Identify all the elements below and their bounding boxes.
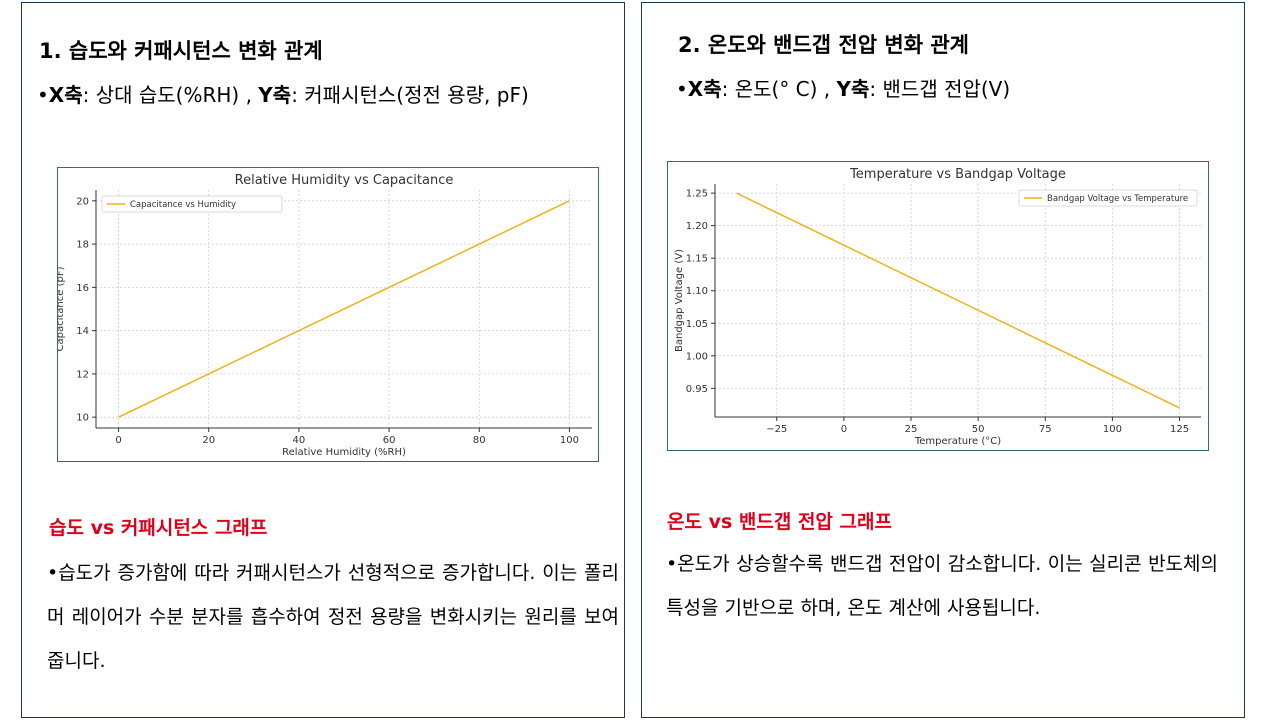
y-tick-label: 14 xyxy=(76,326,89,337)
humidity-capacitance-chart: 0 20 40 60 80 100 10 12 14 16 18 20 Relative Humidit… xyxy=(58,173,592,458)
y-tick-label: 18 xyxy=(76,240,89,251)
x-tick-label: 60 xyxy=(383,435,396,446)
x-tick-label: 100 xyxy=(560,435,579,446)
x-tick-label: 40 xyxy=(293,435,306,446)
chart-container: −25 0 25 50 75 100 125 0.95 1.00 1.05 1.10 1.15 1.20… xyxy=(667,161,1209,451)
legend-label: Bandgap Voltage vs Temperature xyxy=(1047,194,1188,204)
description: •습도가 증가함에 따라 커패시턴스가 선형적으로 증가합니다. 이는 폴리머 … xyxy=(47,562,619,672)
x-tick-label: −25 xyxy=(766,424,787,435)
temperature-bandgap-chart: −25 0 25 50 75 100 125 0.95 1.00 1.05 1.10 1.15 1.20… xyxy=(674,167,1201,447)
y-tick-label: 10 xyxy=(76,413,89,424)
bullet: • xyxy=(676,77,688,101)
graph-title: 온도 vs 밴드갭 전압 그래프 xyxy=(667,511,892,533)
chart-title: Temperature vs Bandgap Voltage xyxy=(849,167,1066,182)
x-tick-label: 125 xyxy=(1170,424,1189,435)
axis-description: •X축: 상대 습도(%RH) , Y축: 커패시턴스(정전 용량, pF) xyxy=(37,79,529,108)
y-tick-label: 12 xyxy=(76,369,89,380)
y-tick-label: 16 xyxy=(76,283,89,294)
x-axis-label: Relative Humidity (%RH) xyxy=(282,447,406,458)
x-tick-label: 75 xyxy=(1039,424,1052,435)
panel-temperature-bandgap: 2. 온도와 밴드갭 전압 변화 관계 •X축: 온도(° C) , Y축: 밴… xyxy=(641,2,1245,718)
axis-description: •X축: 온도(° C) , Y축: 밴드갭 전압(V) xyxy=(676,73,1010,102)
x-axis-desc: : 상대 습도(%RH) , xyxy=(82,83,259,107)
x-tick-label: 0 xyxy=(841,424,847,435)
x-axis-label: Temperature (°C) xyxy=(914,436,1001,447)
legend-label: Capacitance vs Humidity xyxy=(130,200,236,210)
legend-box xyxy=(1018,189,1198,207)
x-axis-key: X축 xyxy=(48,83,83,107)
y-tick-label: 0.95 xyxy=(686,384,708,395)
x-axis-desc: : 온도(° C) , xyxy=(721,77,837,101)
panel-heading: 2. 온도와 밴드갭 전압 변화 관계 xyxy=(678,33,969,57)
panel-heading: 1. 습도와 커패시턴스 변화 관계 xyxy=(39,39,323,63)
y-tick-label: 1.15 xyxy=(686,254,708,265)
graph-title: 습도 vs 커패시턴스 그래프 xyxy=(49,517,268,539)
y-axis-label: Bandgap Voltage (V) xyxy=(674,249,685,352)
y-tick-label: 1.00 xyxy=(686,351,708,362)
bullet: • xyxy=(37,83,49,107)
x-tick-label: 25 xyxy=(905,424,918,435)
y-axis-desc: : 밴드갭 전압(V) xyxy=(869,77,1011,101)
y-tick-label: 1.20 xyxy=(686,221,708,232)
x-tick-label: 100 xyxy=(1103,424,1122,435)
legend-box xyxy=(101,195,283,213)
y-axis-label: Capacitance (pF) xyxy=(58,266,66,351)
series-line xyxy=(736,192,1180,409)
y-tick-label: 1.10 xyxy=(686,286,708,297)
x-tick-label: 0 xyxy=(115,435,121,446)
x-tick-label: 50 xyxy=(972,424,985,435)
y-tick-label: 20 xyxy=(76,196,89,207)
y-axis-key: Y축 xyxy=(258,83,292,107)
x-axis-key: X축 xyxy=(687,77,722,101)
y-tick-label: 1.25 xyxy=(686,189,708,200)
y-axis-desc: : 커패시턴스(정전 용량, pF) xyxy=(291,83,529,107)
chart-title: Relative Humidity vs Capacitance xyxy=(235,173,454,188)
y-tick-label: 1.05 xyxy=(686,319,708,330)
series-line xyxy=(118,200,570,418)
chart-container: 0 20 40 60 80 100 10 12 14 16 18 20 Relative Humidit… xyxy=(57,167,599,462)
description: •온도가 상승할수록 밴드갭 전압이 감소합니다. 이는 실리콘 반도체의 특성… xyxy=(666,553,1218,619)
panel-humidity-capacitance: 1. 습도와 커패시턴스 변화 관계 •X축: 상대 습도(%RH) , Y축:… xyxy=(21,2,625,718)
x-tick-label: 80 xyxy=(473,435,486,446)
x-tick-label: 20 xyxy=(202,435,215,446)
y-axis-key: Y축 xyxy=(836,77,870,101)
